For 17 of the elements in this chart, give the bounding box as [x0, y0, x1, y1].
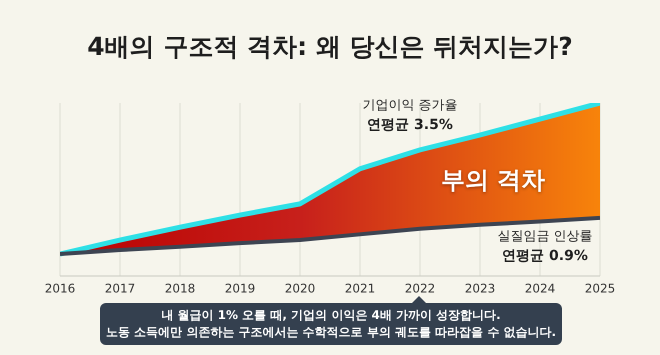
- annotation: 연평균 0.9%: [501, 247, 589, 265]
- text: 기업이익 증가율: [361, 97, 459, 114]
- x-tick-label: 2023: [464, 282, 496, 296]
- annotation: 부의 격차: [440, 165, 546, 196]
- x-tick-label: 2021: [344, 282, 376, 296]
- x-tick-label: 2017: [104, 282, 136, 296]
- chart-title: 4배의 구조적 격차: 왜 당신은 뒤처지는가?: [86, 31, 574, 63]
- x-tick-label: 2025: [584, 282, 616, 296]
- x-tick-label: 2020: [284, 282, 316, 296]
- x-tick-label: 2018: [164, 282, 196, 296]
- x-tick-label: 2022: [404, 282, 436, 296]
- x-tick-label: 2016: [44, 282, 76, 296]
- x-tick-label: 2024: [524, 282, 556, 296]
- series-label: 실질임금 인상률: [496, 228, 594, 245]
- x-tick-label: 2019: [224, 282, 256, 296]
- text: 내 월급이 1% 오를 때, 기업의 이익은 4배 가까이 성장합니다. 노동 소득에만 의존하는 구조에서는 수학적으로 부의 궤도를 따라잡을 수 없습니다.: [100, 303, 562, 345]
- annotation: 연평균 3.5%: [366, 116, 454, 134]
